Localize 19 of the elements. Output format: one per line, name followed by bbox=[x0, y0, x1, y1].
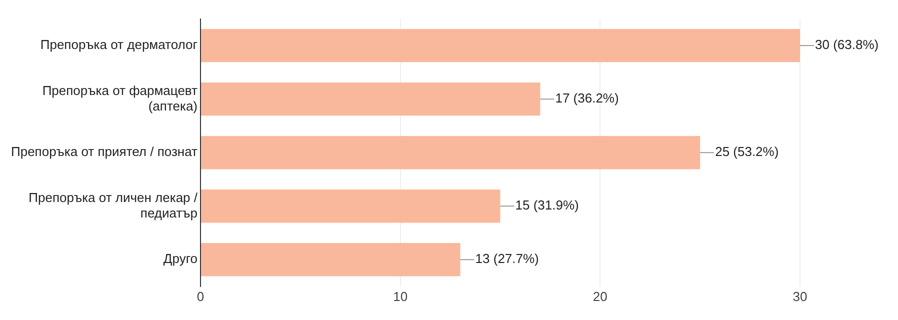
data-label: 25 (53.2%) bbox=[715, 144, 779, 160]
bar bbox=[201, 82, 540, 116]
bar bbox=[201, 136, 700, 170]
bar bbox=[201, 243, 460, 276]
x-tick-label: 30 bbox=[792, 288, 808, 304]
x-tick-label: 10 bbox=[393, 288, 408, 304]
y-tick-label: Препоръка от фармацевт (аптека) bbox=[42, 82, 198, 114]
y-tick-label: Препоръка от приятел / познат bbox=[11, 144, 198, 160]
data-label: 17 (36.2%) bbox=[555, 90, 619, 106]
bar bbox=[201, 190, 500, 223]
data-label: 13 (27.7%) bbox=[475, 251, 539, 266]
y-tick-label: Друго bbox=[163, 251, 198, 266]
y-tick-label: Препоръка от личен лекар / педиатър bbox=[28, 190, 198, 220]
y-tick-label: Препоръка от дерматолог bbox=[40, 37, 198, 52]
data-label: 30 (63.8%) bbox=[815, 37, 879, 52]
x-tick-label: 0 bbox=[196, 288, 204, 304]
bar bbox=[201, 28, 800, 62]
data-label: 15 (31.9%) bbox=[515, 198, 579, 213]
x-tick-label: 20 bbox=[592, 288, 608, 304]
